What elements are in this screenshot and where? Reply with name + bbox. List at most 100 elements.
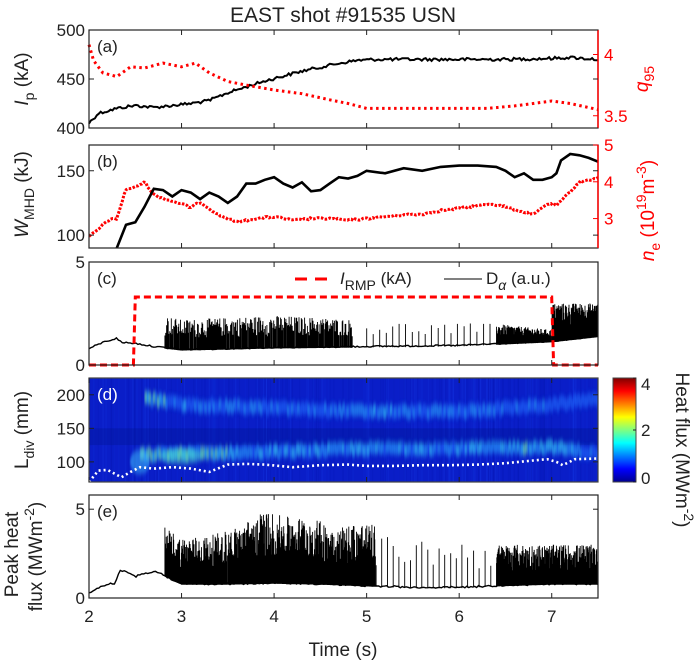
- heatmap-band-cell: [439, 442, 443, 455]
- heatmap-streak: [306, 378, 308, 482]
- heatmap-band-cell: [208, 401, 211, 414]
- heatmap-band-cell: [412, 442, 416, 455]
- y-tick-label: 400: [57, 119, 85, 138]
- heatmap-streak: [445, 378, 447, 482]
- label-part: (kA): [12, 52, 33, 92]
- heatmap-band-cell: [258, 447, 262, 460]
- heatmap-streak: [180, 378, 182, 482]
- heatmap-band-cell: [593, 393, 597, 405]
- heatmap-band-cell: [287, 443, 291, 456]
- heatmap-band-cell: [296, 443, 299, 456]
- heatmap-band-cell: [344, 443, 347, 456]
- heatmap-streak: [448, 378, 450, 482]
- heatmap-streak: [141, 378, 143, 482]
- heatmap-streak: [110, 378, 112, 482]
- heatmap-band-cell: [492, 405, 496, 417]
- heatmap-band-cell: [476, 402, 479, 415]
- heatmap-band-cell: [271, 446, 274, 459]
- heatmap-streak: [102, 378, 104, 482]
- heatmap-band-cell: [366, 444, 370, 456]
- heatmap-streak: [543, 378, 545, 482]
- heatmap-band-cell: [379, 442, 382, 455]
- heatmap-band-cell: [486, 404, 490, 417]
- heatmap-band-cell: [433, 403, 436, 416]
- heatmap-streak: [580, 378, 582, 482]
- heatmap-streak: [540, 378, 542, 482]
- label-part: q: [632, 81, 653, 92]
- heatmap-streak: [467, 378, 469, 482]
- heatmap-band-cell: [274, 400, 277, 413]
- heatmap-streak: [471, 378, 473, 482]
- heatmap-band-cell: [466, 405, 469, 418]
- colorbar-label: Heat flux (MWm-2): [671, 373, 697, 528]
- label-part: (a.u.): [506, 269, 550, 288]
- heatmap-band-cell: [323, 445, 326, 458]
- heatmap-band-cell: [272, 402, 275, 415]
- heatmap-band-cell: [502, 441, 505, 454]
- heatmap-streak: [324, 378, 326, 482]
- heatmap-band-cell: [391, 442, 395, 454]
- heatmap-band-cell: [490, 404, 494, 417]
- heatmap-band-cell: [563, 396, 566, 409]
- heatmap-streak: [421, 378, 423, 482]
- y-tick-label: 150: [57, 162, 85, 181]
- heatmap-band-cell: [173, 396, 176, 409]
- heatmap-band-cell: [416, 403, 420, 416]
- heatmap-band-cell: [237, 447, 241, 460]
- heatmap-band-cell: [281, 444, 285, 456]
- heatmap-band-cell: [268, 401, 271, 414]
- heatmap-streak: [265, 378, 267, 482]
- label-part: RMP: [345, 277, 376, 293]
- heatmap-band-cell: [404, 404, 407, 417]
- heatmap-band-cell: [227, 401, 230, 414]
- heatmap-streak: [180, 378, 182, 482]
- heatmap-streak: [480, 378, 482, 482]
- heatmap-band-cell: [431, 444, 434, 457]
- heatmap-band-cell: [575, 445, 578, 458]
- heatmap-band-cell: [564, 443, 568, 456]
- heatmap-streak: [579, 378, 581, 482]
- heatmap-streak: [595, 378, 598, 482]
- heatmap-band-cell: [459, 404, 463, 417]
- heatmap-streak: [158, 378, 160, 482]
- heatmap-band-cell: [541, 443, 545, 456]
- heatmap-streak: [255, 378, 257, 482]
- ip-axis-label: Ip (kA): [12, 52, 37, 105]
- heatmap-streak: [405, 378, 408, 482]
- label-part: L: [12, 458, 33, 469]
- y-tick-label: 100: [57, 226, 85, 245]
- heatmap-band-cell: [348, 442, 351, 455]
- heatmap-streak: [279, 378, 281, 482]
- heatmap-band-cell: [302, 445, 305, 458]
- heatmap-band-cell: [317, 404, 321, 417]
- label-part: (mm): [12, 391, 33, 441]
- heatmap-streak: [275, 378, 277, 482]
- heatmap-band-cell: [373, 441, 376, 454]
- heatmap-band-cell: [177, 397, 181, 410]
- heatmap-band-cell: [358, 403, 362, 416]
- heatmap-band-cell: [202, 446, 205, 459]
- heatmap-band-cell: [227, 448, 230, 461]
- heatmap-band-cell: [552, 443, 555, 456]
- heatmap-streak: [438, 378, 441, 482]
- heatmap-band-cell: [481, 440, 484, 453]
- heatmap-streak: [368, 378, 370, 482]
- heatmap-band-cell: [300, 443, 303, 456]
- y-tick-label: 200: [57, 386, 85, 405]
- heatmap-band-cell: [402, 404, 405, 416]
- heatmap-band-cell: [488, 404, 492, 416]
- heatmap-streak: [501, 378, 503, 482]
- heatmap-band-cell: [489, 442, 493, 455]
- heatmap-band-cell: [235, 445, 239, 458]
- label-part: (10: [638, 210, 659, 243]
- heatmap-streak: [259, 378, 261, 482]
- heatmap-streak: [223, 378, 225, 482]
- panel-label: (e): [97, 502, 118, 521]
- heatmap-band-cell: [249, 400, 253, 413]
- heatmap-band-cell: [525, 402, 529, 414]
- label-part: I: [340, 269, 345, 288]
- heatmap-band-cell: [511, 403, 514, 416]
- heatmap-band-cell: [498, 441, 501, 454]
- heatmap-streak: [365, 378, 367, 482]
- heatmap-band-cell: [235, 399, 238, 412]
